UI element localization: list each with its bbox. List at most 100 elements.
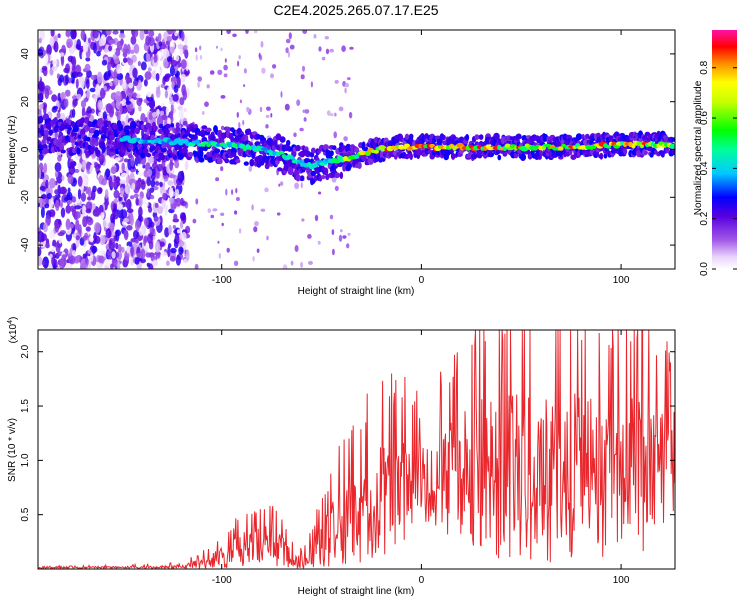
- ridge-core: [404, 143, 410, 148]
- noise-blob: [289, 44, 295, 50]
- noise-blob: [153, 215, 159, 222]
- noise-blob: [75, 43, 81, 50]
- noise-blob: [108, 45, 112, 52]
- noise-blob: [300, 74, 305, 80]
- noise-blob: [332, 248, 335, 256]
- noise-blob: [145, 252, 152, 258]
- noise-blob: [143, 236, 147, 247]
- noise-blob: [177, 240, 185, 247]
- noise-blob: [41, 65, 48, 71]
- noise-blob: [89, 235, 94, 243]
- noise-blob: [210, 214, 215, 219]
- noise-blob: [159, 186, 166, 195]
- noise-blob: [236, 111, 239, 118]
- noise-blob: [110, 166, 117, 175]
- chart-title: C2E4.2025.265.07.17.E25: [273, 2, 438, 18]
- noise-blob: [143, 79, 148, 87]
- noise-blob: [168, 187, 174, 198]
- noise-blob: [195, 198, 199, 205]
- noise-blob: [149, 194, 155, 200]
- ridge-halo: [134, 127, 140, 135]
- noise-blob: [162, 192, 167, 201]
- noise-blob: [166, 35, 173, 42]
- noise-blob: [160, 83, 166, 89]
- noise-blob: [272, 64, 277, 69]
- ridge-halo: [332, 145, 337, 151]
- noise-blob: [314, 214, 319, 222]
- ridge-halo: [142, 148, 149, 154]
- ridge-halo: [117, 123, 124, 132]
- noise-blob: [81, 204, 86, 216]
- noise-blob: [220, 95, 226, 99]
- noise-blob: [307, 234, 312, 239]
- noise-blob: [313, 34, 317, 39]
- noise-blob: [179, 97, 185, 106]
- noise-blob: [152, 259, 158, 267]
- noise-blob: [304, 109, 310, 114]
- noise-blob: [329, 48, 335, 53]
- noise-blob: [135, 179, 141, 191]
- noise-blob: [156, 163, 163, 172]
- noise-blob: [39, 185, 46, 191]
- noise-blob: [112, 54, 117, 60]
- noise-blob: [95, 83, 101, 96]
- noise-blob: [183, 68, 190, 76]
- noise-blob: [81, 159, 87, 171]
- noise-blob: [55, 199, 60, 212]
- noise-blob: [69, 84, 73, 89]
- noise-blob: [80, 30, 86, 41]
- noise-blob: [175, 54, 180, 62]
- noise-blob: [96, 71, 103, 84]
- ridge-core: [557, 146, 564, 151]
- noise-blob: [68, 164, 76, 175]
- snr-y-label: SNR (10 * v/v): [7, 418, 18, 482]
- ridge-halo: [80, 117, 86, 124]
- noise-blob: [207, 208, 212, 214]
- noise-blob: [166, 56, 173, 63]
- noise-blob: [152, 111, 158, 118]
- noise-blob: [129, 214, 134, 226]
- colorbar-ticks: 0.0 0.2 0.4 0.6 0.8: [699, 60, 737, 276]
- noise-blob: [119, 103, 123, 115]
- colorbar-gradient: [712, 30, 737, 269]
- y-tick-label: 0: [20, 146, 31, 152]
- ridge-halo: [194, 133, 198, 142]
- spectrogram-y-label: Frequency (Hz): [7, 116, 18, 185]
- noise-blob: [197, 81, 201, 88]
- ridge-halo: [334, 172, 340, 179]
- noise-blob: [344, 87, 347, 94]
- noise-blob: [87, 196, 92, 201]
- noise-blob: [265, 124, 269, 129]
- noise-blob: [170, 204, 177, 211]
- noise-blob: [91, 245, 98, 254]
- noise-blob: [287, 51, 291, 58]
- noise-blob: [80, 100, 87, 108]
- ridge-halo: [100, 133, 107, 140]
- noise-blob: [140, 180, 146, 190]
- noise-blob: [156, 205, 164, 215]
- noise-blob: [82, 235, 88, 241]
- noise-blob: [329, 214, 334, 220]
- ridge-halo: [140, 124, 145, 130]
- ridge-halo: [354, 147, 360, 153]
- noise-blob: [57, 33, 61, 38]
- noise-blob: [174, 31, 178, 37]
- noise-blob: [138, 105, 142, 112]
- noise-blob: [194, 47, 198, 53]
- noise-blob: [44, 203, 50, 209]
- noise-blob: [126, 208, 134, 213]
- colorbar-tick-label: 0.0: [699, 262, 710, 276]
- noise-blob: [133, 193, 139, 198]
- noise-blob: [86, 88, 91, 99]
- noise-blob: [184, 160, 189, 171]
- noise-blob: [52, 105, 58, 110]
- ridge-halo: [101, 144, 106, 153]
- noise-blob: [300, 182, 303, 189]
- noise-blob: [223, 64, 228, 71]
- noise-blob: [114, 47, 121, 57]
- noise-blob: [147, 168, 153, 177]
- noise-blob: [105, 228, 112, 239]
- noise-blob: [341, 45, 346, 52]
- ridge-halo: [93, 129, 100, 137]
